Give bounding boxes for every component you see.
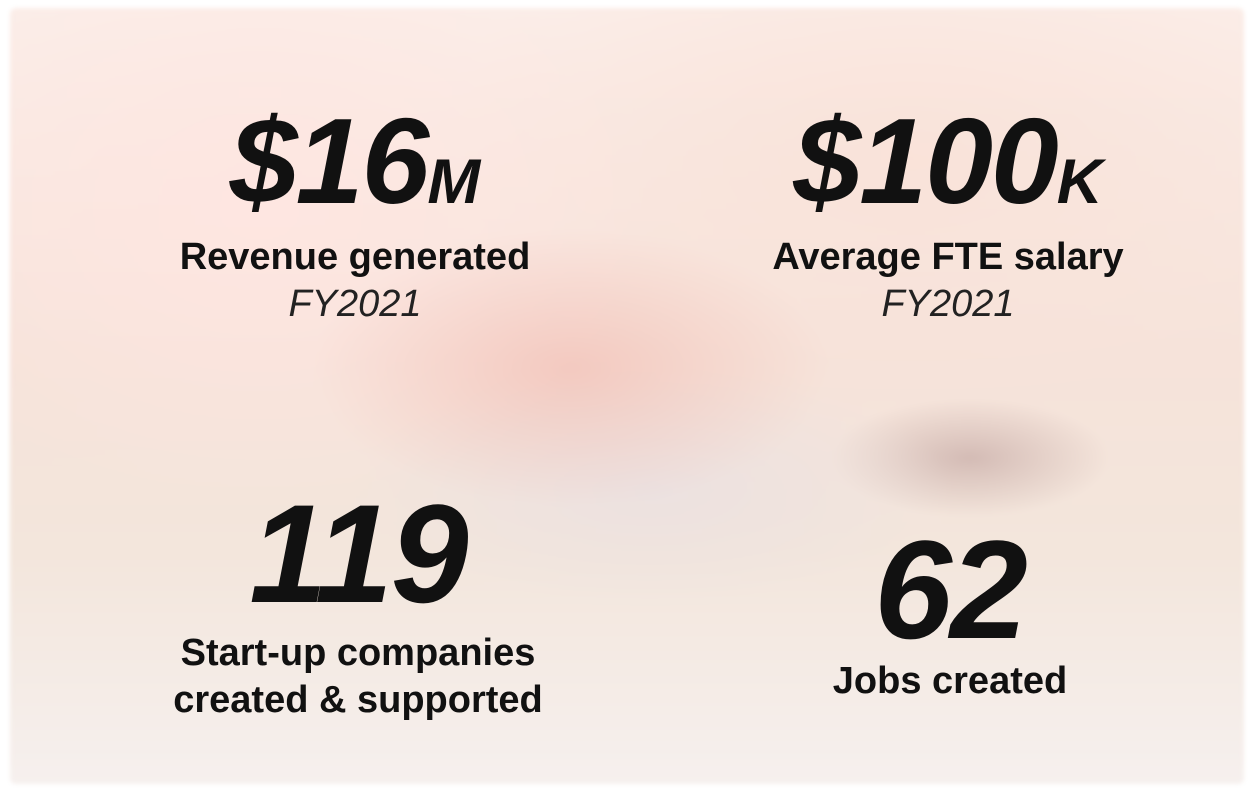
stat-label: Revenue generated <box>179 236 531 278</box>
stat-label: Average FTE salary <box>772 236 1124 278</box>
figure-unit: M <box>427 147 481 217</box>
stat-jobs: 62 Jobs created <box>670 520 1230 705</box>
figure: $100K <box>668 100 1228 222</box>
stat-startups: 119 Start-up companies created & support… <box>78 484 638 724</box>
figure-unit: K <box>1056 147 1103 217</box>
stat-revenue: $16M Revenue generated FY2021 <box>75 100 635 328</box>
figure-number: 62 <box>874 511 1028 668</box>
figure-number: 119 <box>249 475 468 632</box>
stat-note: FY2021 <box>881 283 1015 325</box>
figure-number: $16 <box>229 93 430 229</box>
stat-salary: $100K Average FTE salary FY2021 <box>668 100 1228 328</box>
stat-label: created & supported <box>173 679 543 721</box>
background-photo <box>10 8 1244 784</box>
stat-label: Start-up companies <box>180 632 536 674</box>
stat-note: FY2021 <box>288 283 422 325</box>
figure: $16M <box>75 100 635 222</box>
stat-label: Jobs created <box>832 660 1068 702</box>
figure-number: $100 <box>793 93 1058 229</box>
